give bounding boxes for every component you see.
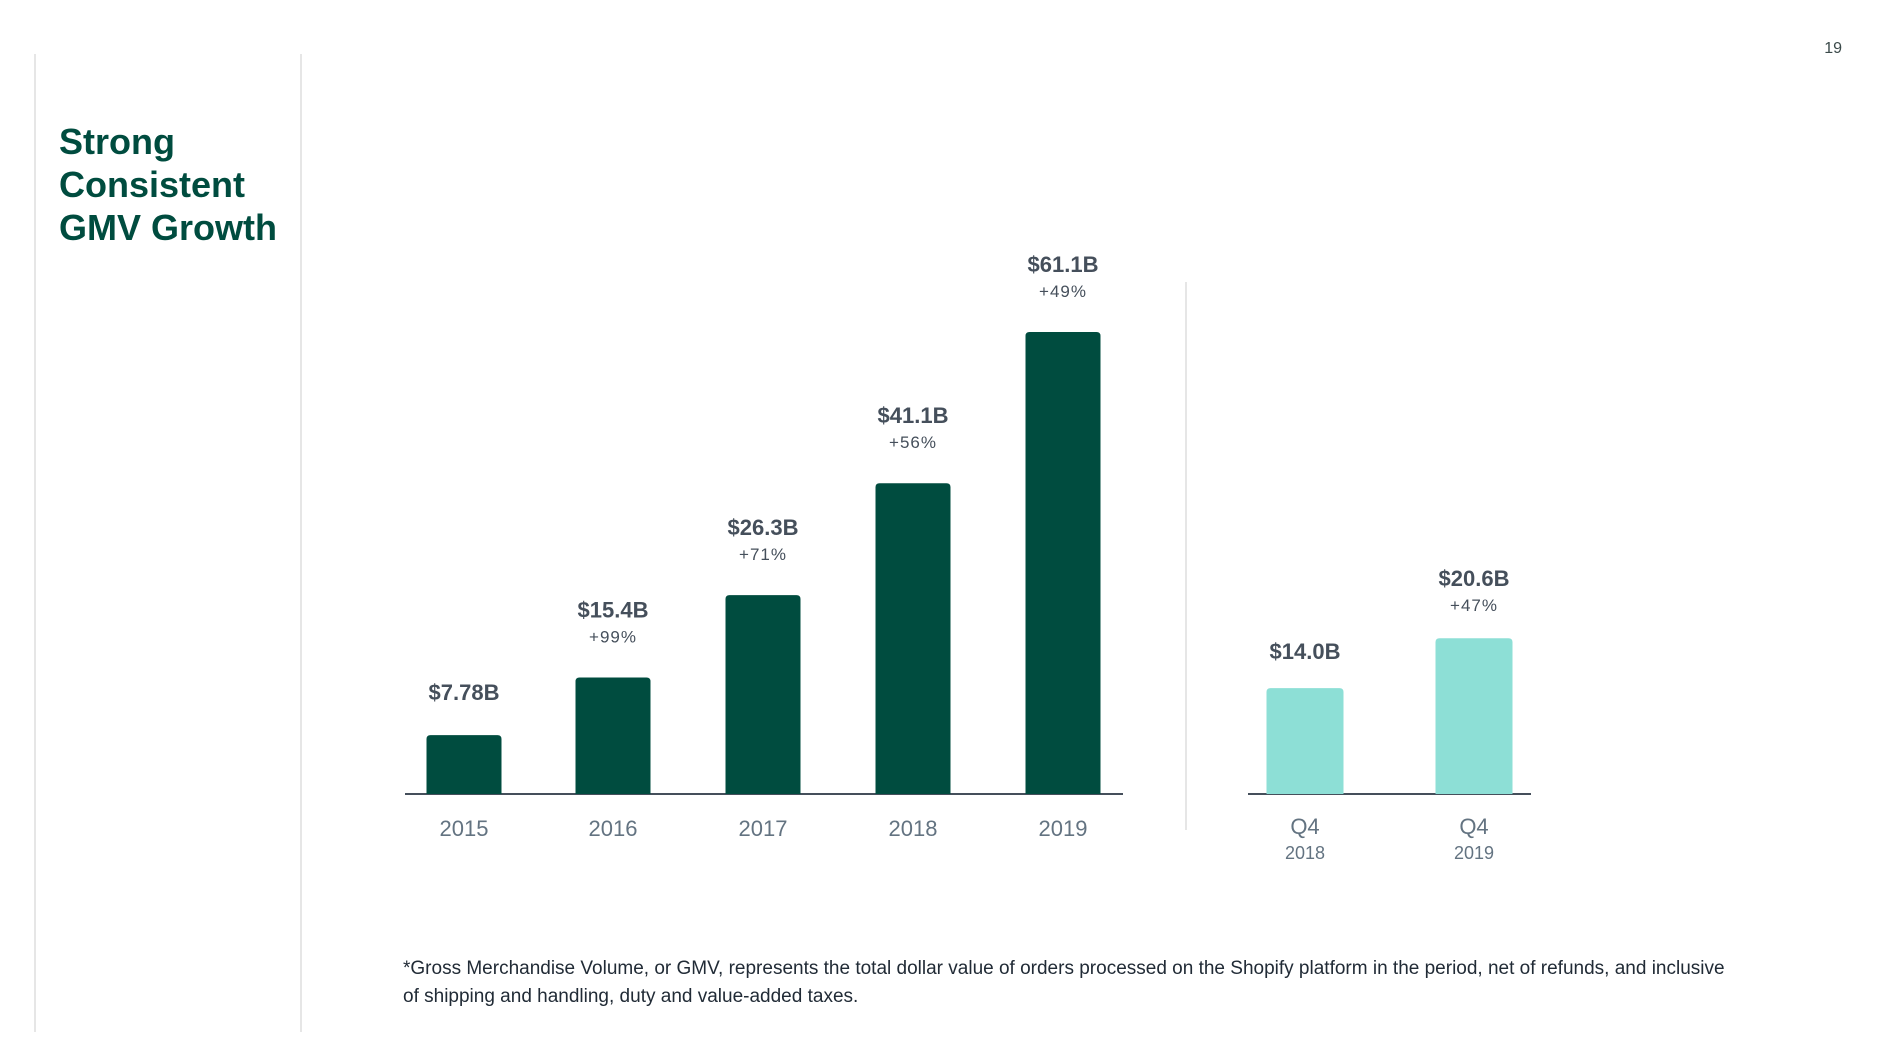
value-label-Q4-2019: $20.6B [1439, 566, 1510, 591]
value-label-2019: $61.1B [1028, 252, 1099, 277]
tick-label-2018: 2018 [889, 816, 938, 841]
tick-label-2015: 2015 [440, 816, 489, 841]
value-label-2016: $15.4B [578, 598, 649, 623]
gmv-footnote: *Gross Merchandise Volume, or GMV, repre… [403, 958, 1725, 1007]
value-label-Q4-2018: $14.0B [1270, 639, 1341, 664]
growth-label-Q4-2019: +47% [1450, 596, 1498, 615]
tick-label-2019: 2019 [1039, 816, 1088, 841]
tick-label-2016: 2016 [589, 816, 638, 841]
page-number: 19 [1824, 40, 1842, 57]
left-margin-divider [34, 54, 36, 1032]
bar-2017 [725, 595, 801, 794]
bar-2016 [575, 677, 651, 794]
title-line-1: Strong [59, 121, 175, 162]
tick-label-Q4-2018: Q4 [1290, 814, 1319, 839]
bar-Q4-2019 [1435, 638, 1513, 794]
value-label-2015: $7.78B [429, 680, 500, 705]
growth-label-2019: +49% [1039, 282, 1087, 301]
bar-2018 [875, 483, 951, 794]
bar-Q4-2018 [1266, 688, 1344, 794]
tick-label-Q4-2019: Q4 [1459, 814, 1488, 839]
slide-title: Strong Consistent GMV Growth [59, 120, 299, 249]
tick-sublabel-Q4-2019: 2019 [1454, 843, 1494, 863]
title-line-2: Consistent [59, 164, 246, 205]
bar-2015 [426, 735, 502, 794]
growth-label-2016: +99% [589, 628, 637, 647]
growth-label-2017: +71% [739, 545, 787, 564]
value-label-2018: $41.1B [878, 403, 949, 428]
sidebar-divider [300, 54, 302, 1032]
value-label-2017: $26.3B [728, 515, 799, 540]
tick-label-2017: 2017 [739, 816, 788, 841]
title-line-3: GMV Growth [59, 207, 277, 248]
tick-sublabel-Q4-2018: 2018 [1285, 843, 1325, 863]
bar-2019 [1025, 332, 1101, 794]
growth-label-2018: +56% [889, 433, 937, 452]
